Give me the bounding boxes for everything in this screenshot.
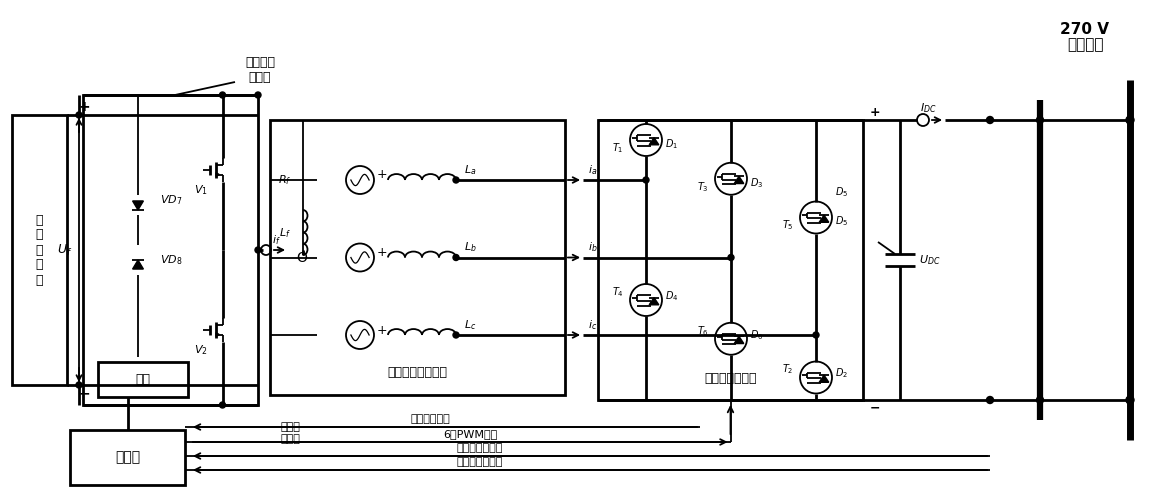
Text: $T_4$: $T_4$ <box>612 285 624 299</box>
Text: $i_a$: $i_a$ <box>589 163 598 177</box>
Bar <box>71 430 185 485</box>
Text: $T_2$: $T_2$ <box>782 362 794 376</box>
Circle shape <box>813 332 819 338</box>
Polygon shape <box>133 201 143 210</box>
Polygon shape <box>735 176 744 184</box>
Text: $i_b$: $i_b$ <box>588 240 598 254</box>
Circle shape <box>454 332 459 338</box>
Text: +: + <box>377 246 388 259</box>
Text: 6路PWM信号: 6路PWM信号 <box>443 429 498 439</box>
Text: +: + <box>870 106 880 118</box>
Bar <box>270 120 565 395</box>
Text: 电励磁双凸极电机: 电励磁双凸极电机 <box>388 366 448 380</box>
Text: $D_4$: $D_4$ <box>665 289 679 303</box>
Text: +: + <box>377 168 388 181</box>
Text: $D_5$: $D_5$ <box>835 214 848 228</box>
Text: 270 V: 270 V <box>1061 22 1110 38</box>
Circle shape <box>255 92 261 98</box>
Bar <box>83 95 258 405</box>
Text: 转子位置反馈: 转子位置反馈 <box>410 414 450 424</box>
Text: $L_a$: $L_a$ <box>464 163 477 177</box>
Polygon shape <box>735 336 744 344</box>
Text: $VD_7$: $VD_7$ <box>160 193 183 207</box>
Text: $R_f$: $R_f$ <box>279 173 292 187</box>
Text: $U_{DC}$: $U_{DC}$ <box>919 253 941 267</box>
Text: $T_3$: $T_3$ <box>698 180 709 194</box>
Circle shape <box>454 254 459 260</box>
Text: 励磁电
流反馈: 励磁电 流反馈 <box>280 422 300 444</box>
Polygon shape <box>649 298 658 305</box>
Circle shape <box>987 116 994 123</box>
Text: $D_3$: $D_3$ <box>751 176 764 190</box>
Text: $VD_8$: $VD_8$ <box>160 253 183 267</box>
Text: 三相全桥逆变器: 三相全桥逆变器 <box>705 372 757 384</box>
Text: $T_5$: $T_5$ <box>782 218 794 232</box>
Text: −: − <box>870 402 880 414</box>
Text: 直流侧电压反馈: 直流侧电压反馈 <box>457 443 503 453</box>
Text: $T_1$: $T_1$ <box>612 141 624 155</box>
Text: $D_2$: $D_2$ <box>835 366 848 380</box>
Polygon shape <box>133 260 143 269</box>
Bar <box>98 362 187 397</box>
Text: $T_6$: $T_6$ <box>697 324 709 338</box>
Text: $i_c$: $i_c$ <box>589 318 598 332</box>
Circle shape <box>1037 116 1044 123</box>
Text: $U_f$: $U_f$ <box>58 242 73 258</box>
Bar <box>297 165 309 195</box>
Circle shape <box>728 254 734 260</box>
Circle shape <box>643 177 649 183</box>
Circle shape <box>220 92 226 98</box>
Text: $D_5$: $D_5$ <box>835 185 848 199</box>
Polygon shape <box>216 172 219 176</box>
Text: $L_c$: $L_c$ <box>464 318 477 332</box>
Text: 直流母线: 直流母线 <box>1067 38 1104 52</box>
Text: 控制器: 控制器 <box>115 450 140 464</box>
Circle shape <box>987 396 994 404</box>
Text: $L_f$: $L_f$ <box>279 226 290 240</box>
Text: −: − <box>79 386 90 400</box>
Circle shape <box>1126 116 1134 124</box>
Text: O: O <box>296 250 308 264</box>
Text: 驱动: 驱动 <box>135 373 150 386</box>
Text: 励磁电流
调节器: 励磁电流 调节器 <box>245 56 275 84</box>
Bar <box>12 115 67 385</box>
Circle shape <box>76 112 82 118</box>
Polygon shape <box>216 332 219 336</box>
Circle shape <box>454 177 459 183</box>
Text: $I_{DC}$: $I_{DC}$ <box>920 101 936 115</box>
Text: $D_6$: $D_6$ <box>750 328 764 342</box>
Circle shape <box>255 247 261 253</box>
Bar <box>598 120 863 400</box>
Circle shape <box>76 382 82 388</box>
Text: $D_1$: $D_1$ <box>665 137 678 151</box>
Text: +: + <box>377 324 388 336</box>
Text: 直
流
励
磁
源: 直 流 励 磁 源 <box>36 214 43 286</box>
Text: $V_2$: $V_2$ <box>194 343 208 357</box>
Polygon shape <box>649 138 658 145</box>
Text: 直流侧电流反馈: 直流侧电流反馈 <box>457 457 503 467</box>
Circle shape <box>1037 396 1044 404</box>
Circle shape <box>1126 396 1134 404</box>
Text: $i_f$: $i_f$ <box>272 233 280 247</box>
Polygon shape <box>819 375 828 382</box>
Polygon shape <box>819 215 828 222</box>
Text: $V_1$: $V_1$ <box>194 183 208 197</box>
Text: $L_b$: $L_b$ <box>464 240 477 254</box>
Text: +: + <box>79 100 90 114</box>
Circle shape <box>220 402 226 408</box>
